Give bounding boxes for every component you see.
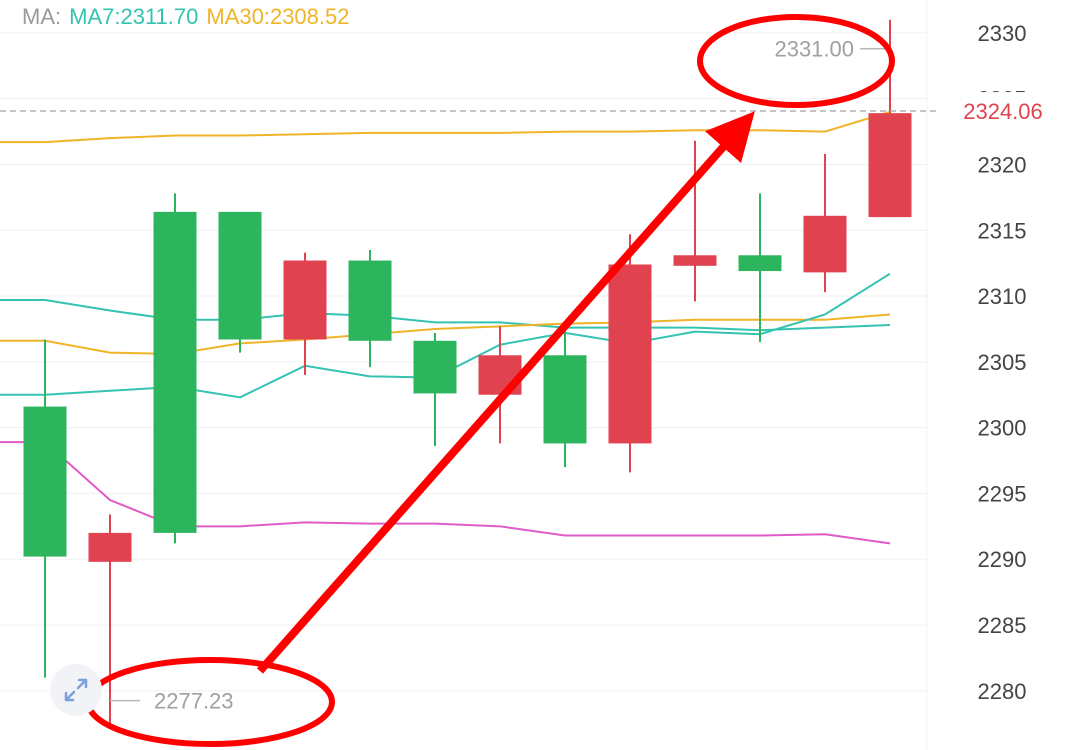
y-tick-label: 2315 — [978, 218, 1027, 243]
y-tick-label: 2310 — [978, 284, 1027, 309]
y-tick-label: 2290 — [978, 547, 1027, 572]
ma-line — [0, 299, 891, 332]
ma30-legend: MA30:2308.52 — [206, 4, 350, 29]
ma-line — [0, 313, 891, 355]
candle-body — [478, 355, 522, 395]
candle-body — [738, 255, 782, 272]
ma7-legend: MA7:2311.70 — [69, 4, 199, 29]
candle — [543, 327, 587, 468]
ma-lines — [0, 110, 891, 545]
candle — [868, 19, 912, 218]
candle-body — [283, 260, 327, 340]
candle-body — [673, 255, 717, 266]
last-price: 2324.06 — [0, 92, 1060, 131]
candle — [23, 339, 67, 678]
y-tick-label: 2295 — [978, 481, 1027, 506]
candle — [738, 193, 782, 343]
annotation-arrow — [257, 111, 755, 674]
ma-legend-prefix: MA: — [22, 4, 62, 29]
ma-line — [0, 110, 891, 144]
candles — [23, 19, 912, 728]
candle-body — [88, 532, 132, 562]
ma-line — [0, 441, 891, 545]
candle-body — [23, 406, 67, 557]
expand-chart-button[interactable] — [50, 664, 102, 716]
candle — [348, 250, 392, 368]
candle-body — [218, 211, 262, 340]
low-price-label: 2277.23 — [154, 689, 234, 714]
y-tick-label: 2280 — [978, 679, 1027, 704]
candle — [413, 332, 457, 447]
candle-body — [543, 355, 587, 444]
y-tick-label: 2300 — [978, 416, 1027, 441]
last-price-label: 2324.06 — [963, 99, 1043, 124]
y-tick-label: 2305 — [978, 350, 1027, 375]
candle-body — [153, 211, 197, 533]
candle-body — [803, 215, 847, 273]
candle — [803, 153, 847, 293]
extreme-labels: 2331.00 2277.23 — [110, 37, 890, 714]
candle — [88, 514, 132, 728]
candle-body — [608, 264, 652, 444]
candle — [283, 252, 327, 375]
grid-layer — [0, 32, 927, 692]
y-tick-label: 2320 — [978, 152, 1027, 177]
candle-body — [413, 340, 457, 394]
annotation-circle-high — [697, 14, 895, 108]
high-price-label: 2331.00 — [774, 37, 854, 62]
candle-body — [348, 260, 392, 341]
y-tick-label: 2285 — [978, 613, 1027, 638]
candle — [218, 211, 262, 353]
candle — [153, 193, 197, 544]
last-price-tag — [940, 92, 1060, 131]
y-tick-label: 2330 — [978, 21, 1027, 46]
ma-legend: MA: MA7:2311.70 MA30:2308.52 — [22, 4, 357, 30]
expand-icon — [64, 678, 88, 702]
candle-body — [868, 113, 912, 218]
candle — [608, 234, 652, 473]
candle — [673, 140, 717, 302]
